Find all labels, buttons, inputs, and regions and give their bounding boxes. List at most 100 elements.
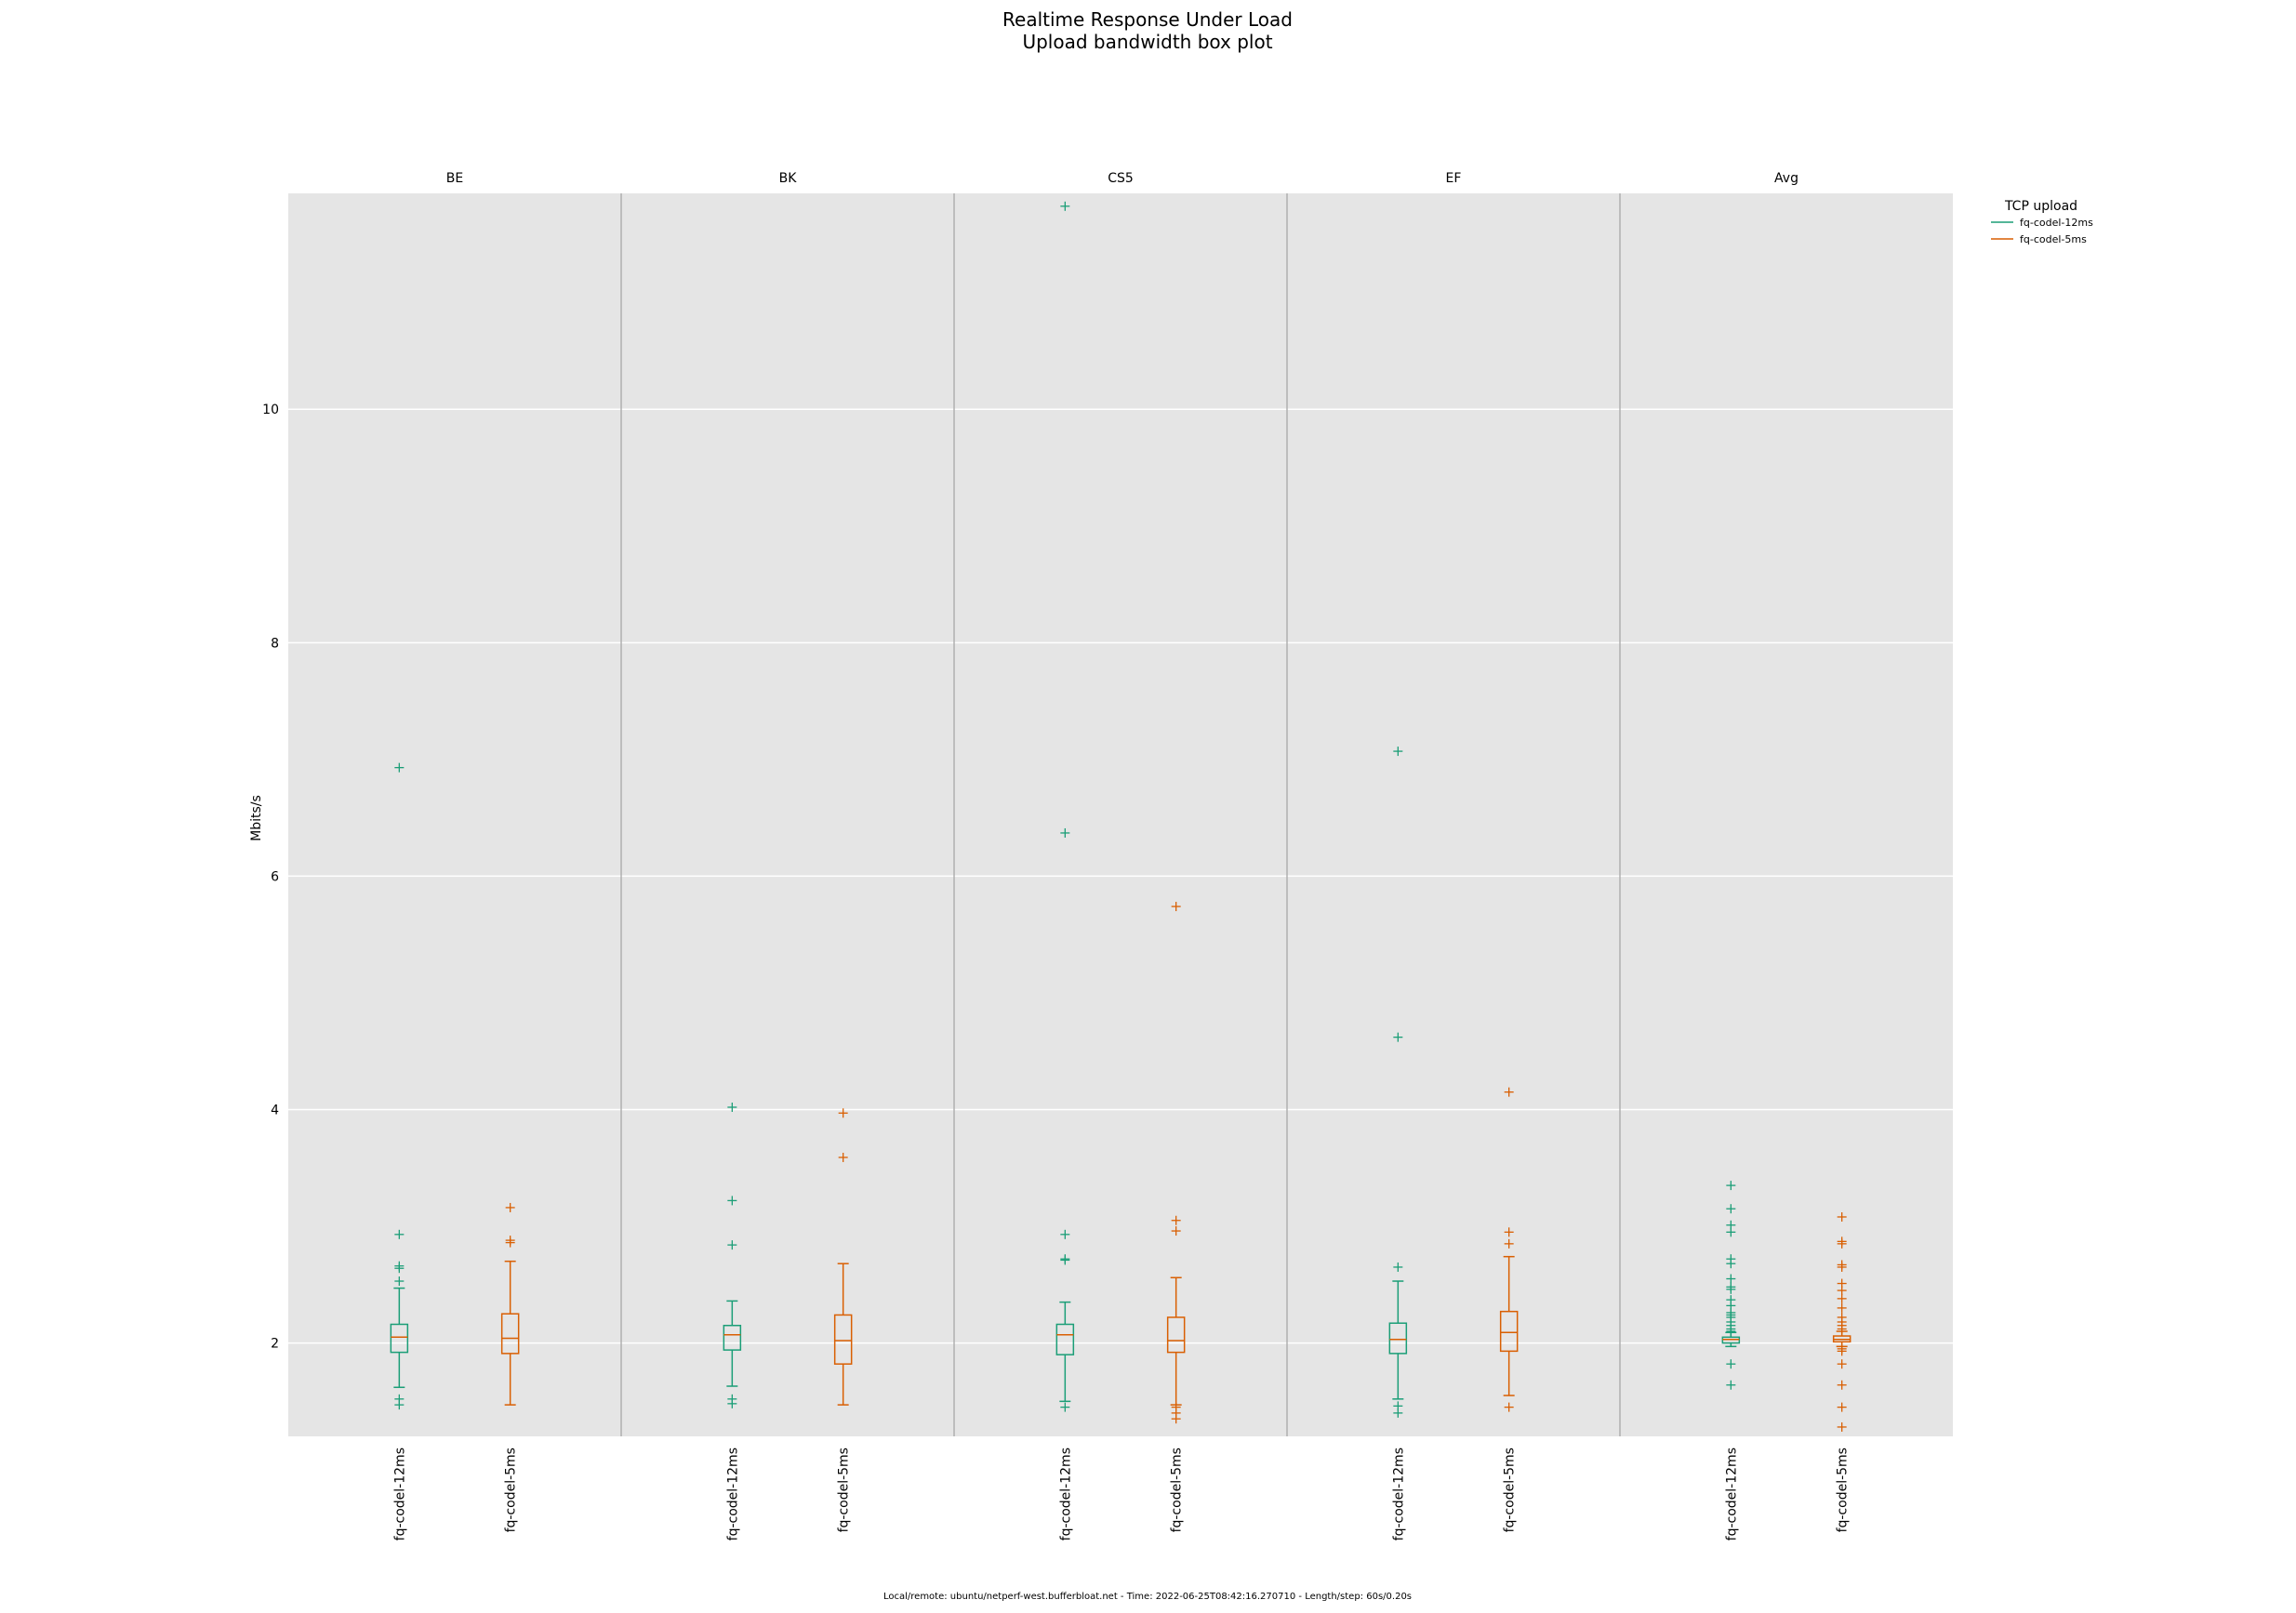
panel-be: BE fq-codel-12ms fq-codel-5ms [288, 171, 621, 1540]
iqr-box [1499, 1310, 1519, 1353]
x-tick-label: fq-codel-5ms [1170, 1448, 1185, 1532]
outlier-marker [1726, 1227, 1736, 1237]
panel-background [1620, 193, 1953, 1436]
outlier-marker [394, 762, 405, 773]
outlier-marker [1060, 827, 1070, 838]
iqr-box [1166, 1316, 1186, 1354]
x-tick-label: fq-codel-12ms [1724, 1448, 1739, 1540]
outlier-marker [1393, 747, 1403, 757]
outlier-marker [1726, 1359, 1736, 1369]
iqr-box [1388, 1322, 1408, 1355]
outlier-marker [1726, 1380, 1736, 1390]
panel-title: Avg [1774, 171, 1798, 186]
outlier-marker [1171, 1226, 1181, 1236]
outlier-marker [1726, 1259, 1736, 1269]
outlier-marker [1837, 1421, 1847, 1432]
outlier-marker [1837, 1238, 1847, 1249]
outlier-marker [394, 1400, 405, 1410]
outlier-marker [727, 1102, 737, 1112]
legend-label: fq-codel-12ms [2020, 217, 2093, 229]
iqr-box [390, 1323, 409, 1354]
x-tick-label: fq-codel-5ms [1836, 1448, 1851, 1532]
panel-background [288, 193, 621, 1436]
outlier-marker [1837, 1262, 1847, 1272]
outlier-marker [1060, 1402, 1070, 1412]
outlier-marker [727, 1398, 737, 1408]
outlier-marker [838, 1152, 848, 1162]
outlier-marker [1837, 1402, 1847, 1412]
y-tick-label: 6 [271, 869, 279, 884]
outlier-marker [1171, 1414, 1181, 1424]
x-tick-label: fq-codel-12ms [1391, 1448, 1406, 1540]
outlier-marker [1393, 1032, 1403, 1042]
outlier-marker [1504, 1238, 1514, 1249]
outlier-marker [1837, 1302, 1847, 1313]
box-fq-codel-12ms [1055, 201, 1075, 1412]
outlier-marker [1504, 1087, 1514, 1097]
y-tick-label: 2 [271, 1337, 279, 1352]
panel-background [954, 193, 1287, 1436]
outlier-marker [1171, 902, 1181, 912]
box-fq-codel-12ms [723, 1102, 742, 1408]
outlier-marker [1726, 1274, 1736, 1284]
box-fq-codel-5ms [1166, 902, 1186, 1424]
outlier-marker [1837, 1286, 1847, 1296]
panel-title: CS5 [1108, 171, 1134, 186]
box-fq-codel-5ms [1832, 1211, 1851, 1432]
outlier-marker [1060, 1229, 1070, 1239]
panel-title: BE [446, 171, 463, 186]
x-tick-label: fq-codel-5ms [504, 1448, 519, 1532]
panel-title: EF [1446, 171, 1462, 186]
outlier-marker [1060, 1255, 1070, 1265]
x-tick-label: fq-codel-5ms [837, 1448, 852, 1532]
panels: 2 4 6 8 10 BE fq-codel-12ms fq-codel-5ms BK fq-co… [262, 171, 1953, 1540]
outlier-marker [1837, 1346, 1847, 1356]
panel-background [1287, 193, 1620, 1436]
legend-label: fq-codel-5ms [2020, 233, 2087, 245]
iqr-box [500, 1313, 520, 1355]
outlier-marker [1171, 1215, 1181, 1225]
panel-ef: EF fq-codel-12ms fq-codel-5ms [1286, 171, 1620, 1540]
footer-metadata: Local/remote: ubuntu/netperf-west.buffer… [883, 1592, 1412, 1602]
x-tick-label: fq-codel-5ms [1503, 1448, 1518, 1532]
outlier-marker [394, 1276, 405, 1287]
panel-avg: Avg fq-codel-12ms fq-codel-5ms [1619, 171, 1953, 1540]
y-tick-label: 10 [262, 403, 279, 417]
box-fq-codel-12ms [1388, 747, 1408, 1418]
outlier-marker [394, 1229, 405, 1239]
y-tick-label: 4 [271, 1103, 279, 1117]
iqr-box [1055, 1323, 1075, 1355]
y-axis-label: Mbits/s [249, 795, 264, 841]
box-fq-codel-5ms [833, 1108, 853, 1406]
outlier-marker [727, 1196, 737, 1206]
chart-subtitle: Upload bandwidth box plot [1022, 31, 1272, 53]
outlier-marker [1837, 1359, 1847, 1369]
iqr-box [833, 1314, 853, 1365]
outlier-marker [1726, 1204, 1736, 1214]
x-tick-label: fq-codel-12ms [725, 1448, 740, 1540]
iqr-box [723, 1324, 742, 1351]
outlier-marker [1837, 1380, 1847, 1390]
legend-title: TCP upload [2004, 199, 2077, 214]
y-tick-label: 8 [271, 636, 279, 651]
panel-title: BK [779, 171, 798, 186]
outlier-marker [1504, 1402, 1514, 1412]
outlier-marker [1837, 1293, 1847, 1303]
outlier-marker [505, 1237, 515, 1248]
outlier-marker [1393, 1262, 1403, 1272]
outlier-marker [1726, 1181, 1736, 1191]
outlier-marker [1726, 1284, 1736, 1294]
outlier-marker [1060, 201, 1070, 211]
outlier-marker [1837, 1324, 1847, 1334]
box-fq-codel-12ms [390, 762, 409, 1410]
outlier-marker [838, 1108, 848, 1118]
box-fq-codel-5ms [500, 1202, 520, 1406]
box-fq-codel-12ms [1721, 1181, 1741, 1390]
box-fq-codel-5ms [1499, 1087, 1519, 1412]
legend: TCP upload fq-codel-12ms fq-codel-5ms [1991, 199, 2093, 245]
outlier-marker [1837, 1211, 1847, 1222]
panel-cs5: CS5 fq-codel-12ms fq-codel-5ms [953, 171, 1287, 1540]
chart-title: Realtime Response Under Load [1002, 8, 1293, 31]
x-tick-label: fq-codel-12ms [392, 1448, 407, 1540]
